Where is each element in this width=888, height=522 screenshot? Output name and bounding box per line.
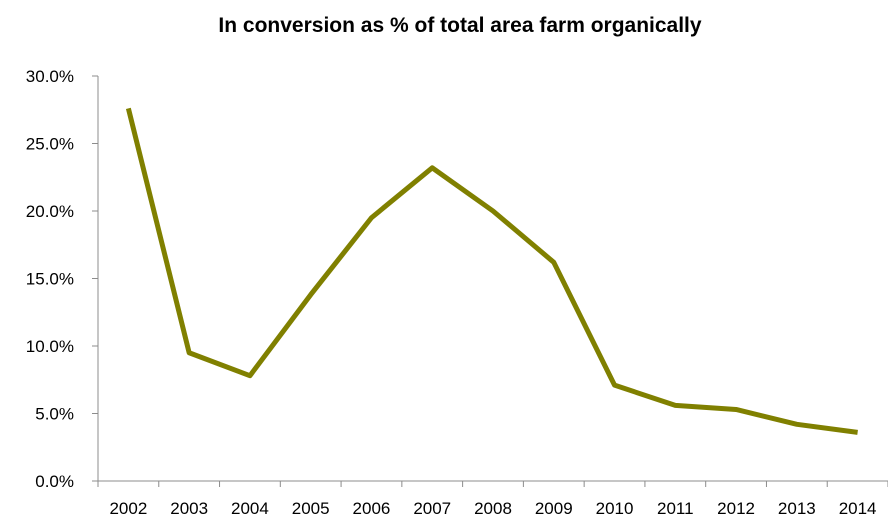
series-group	[125, 107, 858, 435]
x-tick-label: 2002	[109, 499, 147, 518]
axes	[97, 76, 888, 482]
y-tick-label: 30.0%	[26, 67, 74, 86]
x-tick-label: 2007	[413, 499, 451, 518]
y-tick-label: 10.0%	[26, 337, 74, 356]
series-line	[125, 107, 858, 435]
y-tick-label: 15.0%	[26, 270, 74, 289]
x-axis-ticks: 2002 2003 2004 2005 2006 2007 2008 2009 2010 2011…	[97, 481, 888, 518]
y-tick-label: 5.0%	[35, 405, 74, 424]
x-tick-label: 2011	[657, 499, 694, 518]
x-tick-label: 2003	[170, 499, 208, 518]
x-tick-label: 2006	[353, 499, 391, 518]
x-tick-label: 2014	[839, 499, 877, 518]
y-tick-label: 0.0%	[35, 472, 74, 491]
x-tick-label: 2012	[717, 499, 755, 518]
y-tick-label: 20.0%	[26, 202, 74, 221]
x-tick-label: 2008	[474, 499, 512, 518]
x-tick-label: 2009	[535, 499, 573, 518]
x-tick-label: 2013	[778, 499, 816, 518]
x-tick-label: 2010	[596, 499, 634, 518]
x-tick-label: 2005	[292, 499, 330, 518]
y-tick-label: 25.0%	[26, 135, 74, 154]
y-axis-ticks: 0.0% 5.0% 10.0% 15.0% 20.0% 25.0% 30.0%	[26, 67, 98, 491]
chart-title: In conversion as % of total area farm or…	[218, 14, 701, 37]
x-tick-label: 2004	[231, 499, 269, 518]
